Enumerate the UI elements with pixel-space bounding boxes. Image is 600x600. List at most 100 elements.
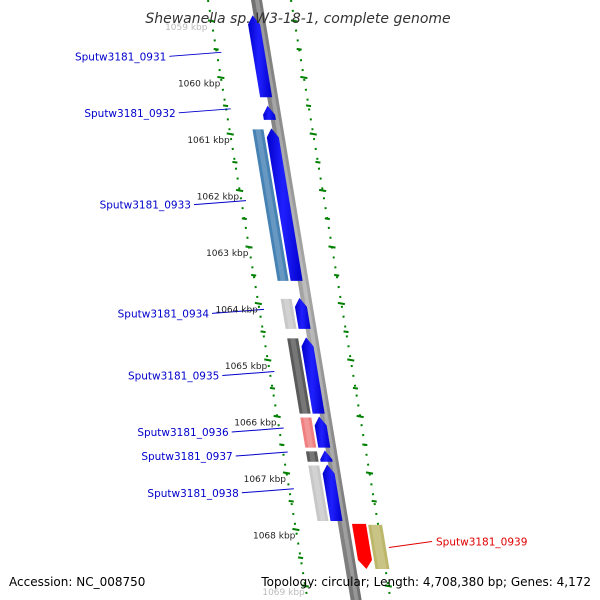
ruler-tick [254,301,263,306]
cog-shine-0934 [283,298,294,329]
kbp-label: 1063 kbp [206,249,249,259]
ruler-tick [213,47,219,51]
ruler-tick [251,273,257,277]
svg-text:Sputw3181_0938: Sputw3181_0938 [147,488,238,500]
cog-shine-0939 [371,524,387,570]
ruler-tick [300,75,308,80]
ruler-tick [282,471,291,475]
gene-label-0937[interactable]: Sputw3181_0937 [141,451,288,463]
cog-shine-0933 [255,129,286,281]
ruler-tick [235,188,244,193]
ruler-tick [337,301,346,306]
ruler-tick [279,443,285,447]
ruler-tick [217,75,225,80]
ruler-tick [334,273,340,277]
ruler-tick [292,527,300,532]
cog-box-0939[interactable] [368,524,390,570]
ruler-tick [343,330,349,334]
cds-arrow-0935[interactable] [301,337,325,414]
cog-box-0934[interactable] [280,298,297,329]
gene-label-0934[interactable]: Sputw3181_0934 [118,308,265,320]
cds-track [248,15,372,570]
svg-text:Sputw3181_0932: Sputw3181_0932 [84,108,175,120]
ruler-tick [297,556,304,560]
kbp-label: 1065 kbp [225,362,268,372]
gene-label-0935[interactable]: Sputw3181_0935 [128,371,275,383]
svg-text:Sputw3181_0936: Sputw3181_0936 [137,427,229,439]
map-title: Shewanella sp. W3-18-1, complete genome [145,11,450,27]
ruler-tick [305,104,312,108]
gene-label-0931[interactable]: Sputw3181_0931 [75,51,222,63]
ruler-tick [315,160,321,164]
gene-label-0932[interactable]: Sputw3181_0932 [84,108,231,120]
ruler-tick [309,132,317,136]
ruler-tick [296,47,302,51]
kbp-label: 1068 kbp [253,532,296,542]
ruler-tick [222,104,229,108]
ruler-tick [365,471,374,475]
svg-text:Sputw3181_0939: Sputw3181_0939 [436,536,527,548]
ruler-tick [260,330,266,334]
ruler-tick [207,19,216,23]
cog-track [252,129,390,570]
cog-box-0936[interactable] [300,417,317,448]
kbp-label: 1062 kbp [197,193,240,203]
genome-summary-text: Topology: circular; Length: 4,708,380 bp… [260,575,591,589]
ruler-tick [232,160,238,164]
ruler-tick [264,358,272,362]
kbp-labels: 1059 kbp 1060 kbp 1061 kbp 1062 kbp 1063 kbp… [165,23,305,598]
cog-shine-0938 [311,465,326,522]
svg-text:Sputw3181_0937: Sputw3181_0937 [141,451,232,463]
ruler-tick [324,217,330,221]
ruler-tick [362,443,368,447]
ruler-tick [301,584,309,588]
cds-arrow-0937[interactable] [320,450,333,462]
cds-arrow-0932[interactable] [263,105,276,120]
ruler-tick [347,358,355,362]
svg-text:Sputw3181_0935: Sputw3181_0935 [128,371,219,383]
cog-box-0935[interactable] [287,338,311,414]
cds-arrow-0938[interactable] [322,464,343,522]
gene-label-0936[interactable]: Sputw3181_0936 [137,427,284,439]
ruler-tick [288,499,294,503]
kbp-label: 1064 kbp [215,306,258,316]
gene-label-0939[interactable]: Sputw3181_0939 [388,536,528,548]
ruler-tick [245,245,253,249]
cog-shine-0935 [290,338,308,414]
ruler-tick [328,245,336,249]
cds-arrow-0933[interactable] [266,128,303,281]
gene-label-0933[interactable]: Sputw3181_0933 [100,200,247,212]
cds-arrow-0931[interactable] [248,15,273,98]
kbp-label-faint-bottom: 1069 kbp [262,588,305,598]
accession-text: Accession: NC_008750 [9,575,145,589]
svg-text:Sputw3181_0933: Sputw3181_0933 [100,200,191,212]
kbp-label: 1067 kbp [244,475,287,485]
cog-box-0937[interactable] [305,451,319,462]
kbp-label: 1061 kbp [187,136,230,146]
ruler-tick [318,188,327,193]
cog-shine-0937 [308,451,316,462]
ruler-tick [371,499,377,503]
ruler-tick [352,386,359,390]
svg-text:Sputw3181_0934: Sputw3181_0934 [118,308,210,320]
cog-box-0933[interactable] [252,129,289,281]
kbp-label: 1060 kbp [178,80,221,90]
kbp-label-faint-top: 1059 kbp [165,23,208,33]
ruler-tick [241,217,247,221]
ruler-tick [269,386,276,390]
kbp-label: 1066 kbp [234,419,277,429]
cds-arrow-0939[interactable] [351,523,372,570]
cog-box-0938[interactable] [308,465,329,522]
ruler-tick [290,19,299,23]
ruler-line-left [207,0,309,600]
cog-shine-0936 [303,417,314,448]
cds-arrow-0934[interactable] [294,297,311,329]
gene-label-0938[interactable]: Sputw3181_0938 [147,488,294,500]
ruler-tick [226,132,234,136]
ruler-tick [384,584,392,588]
cds-arrow-0936[interactable] [314,416,331,448]
gene-labels: Sputw3181_0931 Sputw3181_0932 Sputw3181_09… [75,51,527,548]
ruler-tick [356,414,364,419]
